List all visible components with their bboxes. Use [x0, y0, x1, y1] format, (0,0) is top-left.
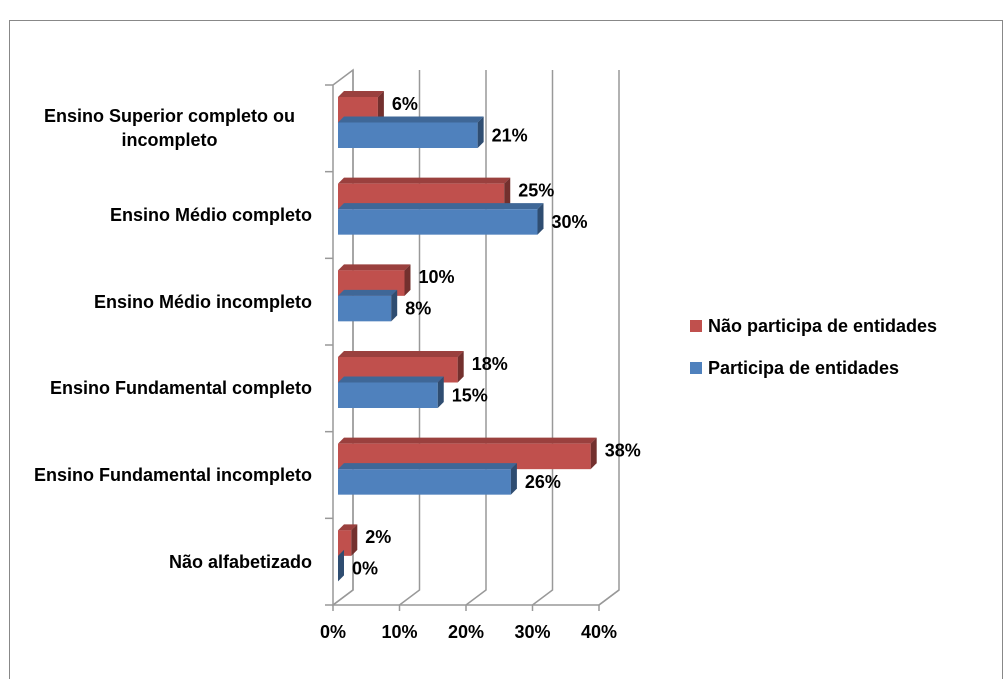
data-label: 10%: [419, 267, 455, 287]
y-tick-text: Ensino Superior completo ou incompleto: [43, 106, 295, 151]
bar: [338, 295, 392, 322]
bar-side: [504, 177, 511, 210]
bar: [338, 469, 511, 495]
data-label: 15%: [452, 385, 488, 405]
data-label: 0%: [352, 559, 378, 579]
bar-side: [351, 524, 358, 556]
bar-side: [338, 549, 344, 582]
y-tick-text: Ensino Médio completo: [109, 205, 312, 225]
chart-border: [9, 20, 1003, 679]
y-tick-text: Ensino Fundamental completo: [49, 378, 312, 399]
bar-side: [404, 264, 411, 296]
bar-side: [477, 116, 484, 148]
bar-top: [338, 524, 358, 531]
bar-top: [338, 351, 464, 357]
bar-top: [338, 437, 597, 444]
legend-swatch: [690, 362, 702, 374]
bar-top: [338, 376, 444, 383]
bar: [338, 209, 538, 235]
bar-top: [338, 203, 544, 210]
grid-line: [532, 70, 554, 606]
data-label: 18%: [472, 354, 508, 374]
bar-top: [338, 91, 384, 97]
y-tick-label: Ensino Fundamental incompleto: [20, 463, 312, 487]
bar-side: [437, 376, 444, 408]
y-tick-label: Ensino Médio incompleto: [20, 290, 312, 314]
grid-line: [465, 70, 487, 606]
bar-side: [457, 351, 464, 383]
grid-line: [332, 70, 354, 606]
bar: [338, 122, 478, 148]
bar-side: [377, 91, 384, 123]
y-tick-label: Ensino Superior completo ou incompleto: [20, 104, 312, 152]
bar-top: [338, 116, 484, 123]
data-label: 38%: [605, 440, 641, 460]
bar-top: [338, 264, 411, 271]
legend-swatch: [690, 320, 702, 332]
data-label: 30%: [552, 212, 588, 232]
grid-line: [399, 70, 421, 606]
bar: [338, 382, 438, 408]
y-tick-label: Ensino Médio completo: [20, 203, 312, 227]
data-label: 6%: [392, 94, 418, 114]
legend-label: Não participa de entidades: [708, 316, 937, 336]
bar-top: [338, 177, 511, 184]
x-tick-label: 20%: [448, 622, 484, 642]
data-label: 21%: [492, 125, 528, 145]
data-label: 2%: [365, 527, 391, 547]
data-label: 8%: [405, 299, 431, 319]
y-tick-text: Ensino Médio incompleto: [93, 291, 312, 312]
bar-side: [510, 463, 517, 495]
x-tick-label: 40%: [581, 622, 617, 642]
bar-top: [338, 463, 517, 470]
y-tick-label: Ensino Fundamental completo: [20, 376, 312, 400]
data-label: 26%: [525, 472, 561, 492]
bar: [338, 530, 352, 556]
y-tick-text: Ensino Fundamental incompleto: [33, 465, 312, 485]
y-tick-label: Não alfabetizado: [20, 550, 312, 574]
x-tick-label: 0%: [320, 622, 346, 642]
x-tick-label: 30%: [514, 622, 550, 642]
bar-top: [338, 289, 398, 296]
data-label: 25%: [518, 180, 554, 200]
bar-side: [590, 437, 597, 470]
x-tick-label: 10%: [381, 622, 417, 642]
bar-side: [391, 289, 398, 322]
bar-side: [537, 203, 544, 235]
legend-label: Participa de entidades: [708, 358, 899, 378]
y-tick-text: Não alfabetizado: [168, 551, 312, 572]
grid-line: [598, 70, 620, 606]
